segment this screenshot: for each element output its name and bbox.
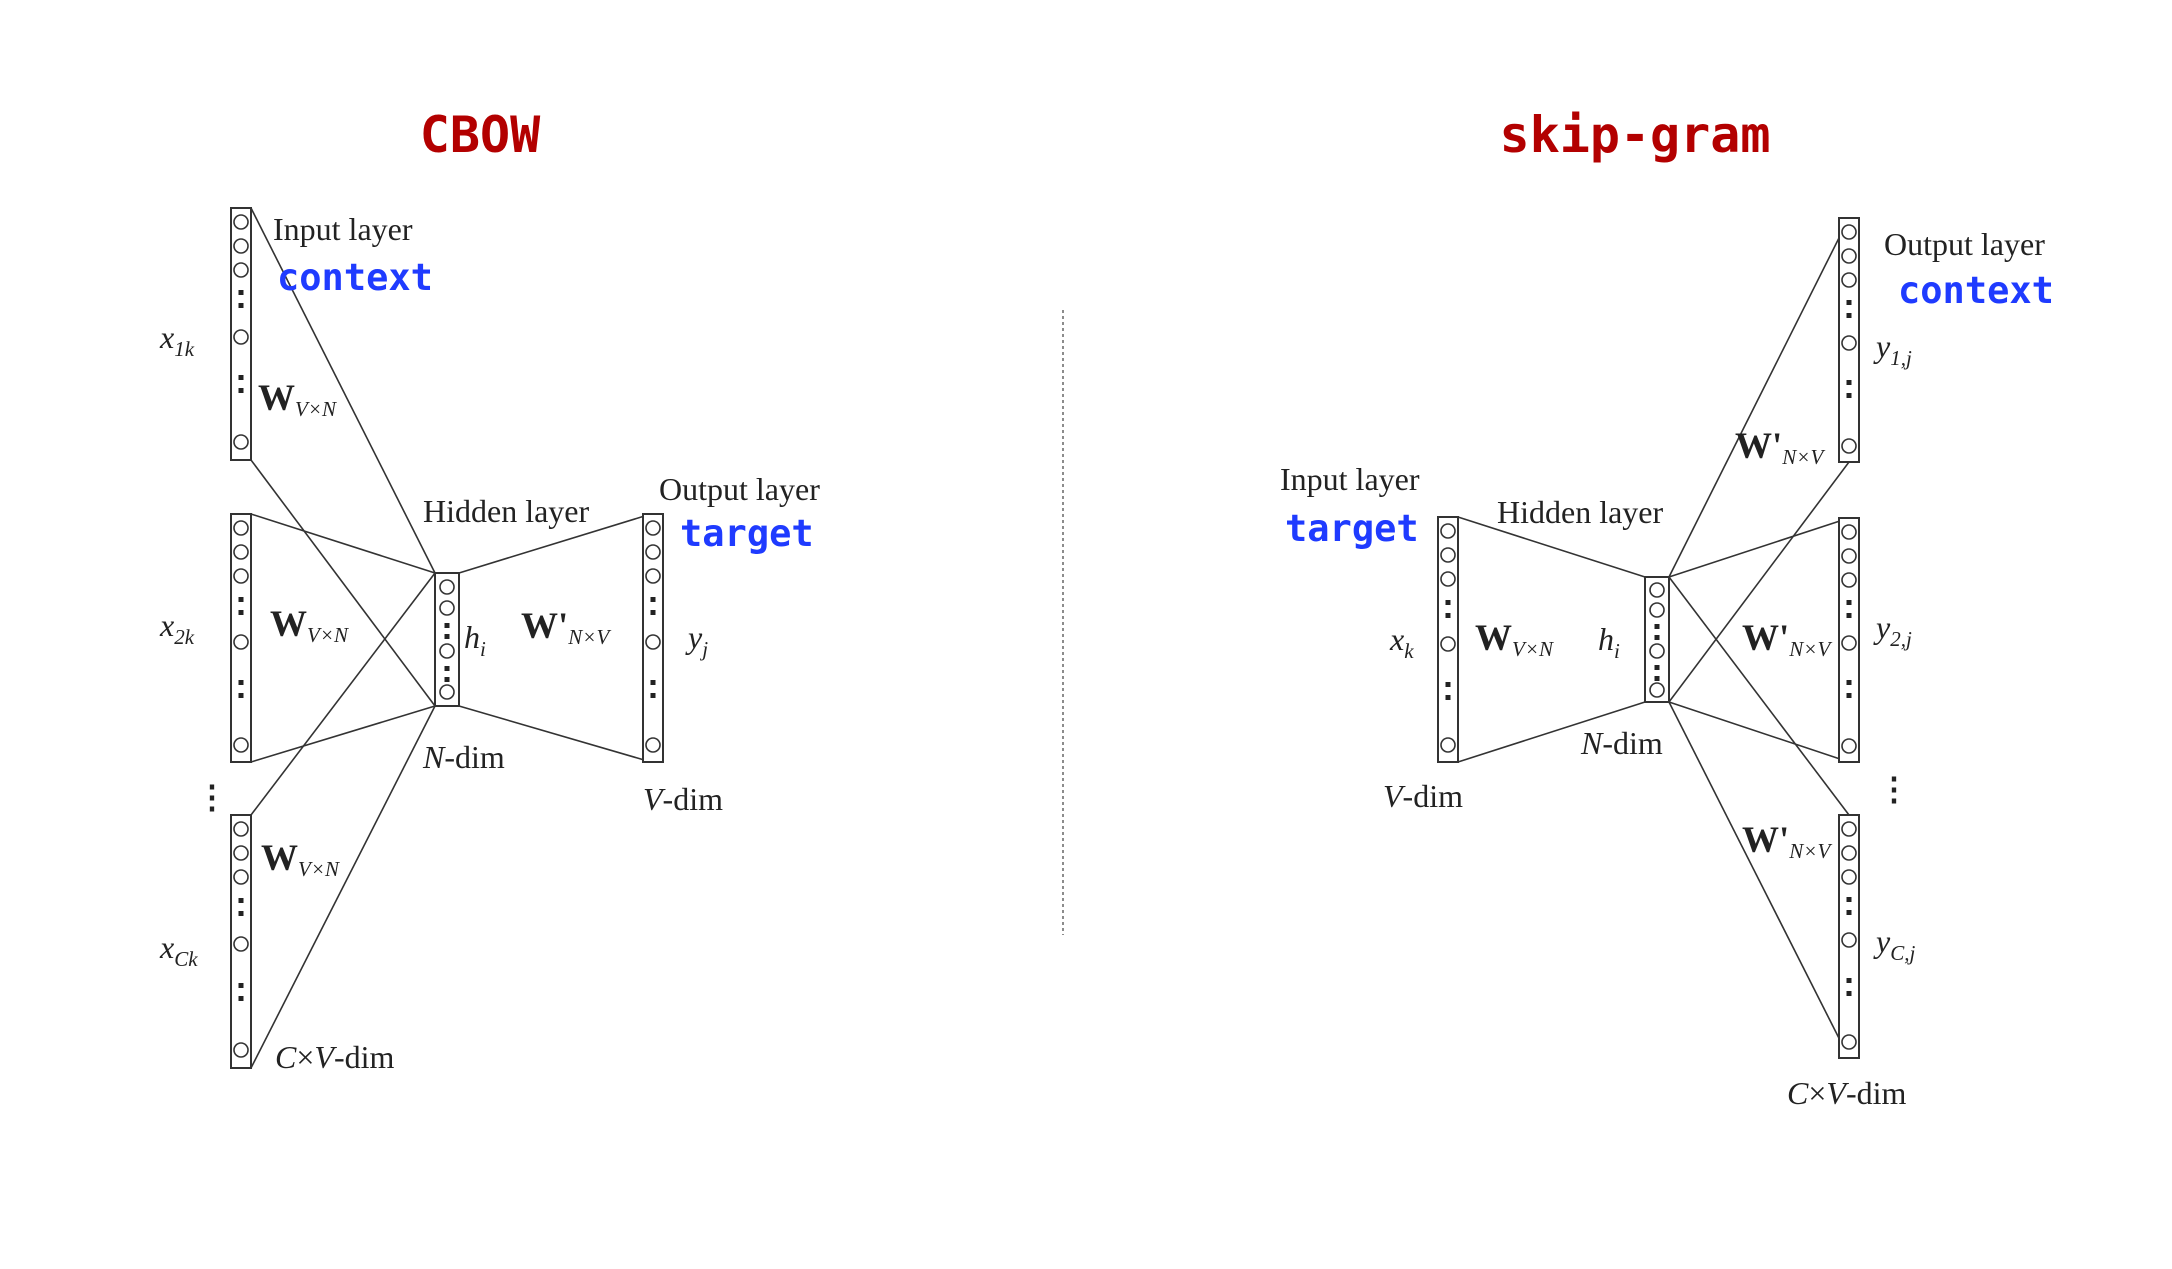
skipgram-h-label: hi xyxy=(1598,621,1620,663)
skipgram-output-vector-2 xyxy=(1838,517,1860,763)
cbow-input-vector-1 xyxy=(230,207,252,461)
skipgram-hidden-layer-label: Hidden layer xyxy=(1497,494,1664,530)
skipgram-output-vector-c xyxy=(1838,814,1860,1059)
skipgram-input-vector xyxy=(1437,516,1459,763)
skipgram-panel: skip-gram xyxy=(1280,106,2054,1111)
cbow-hidden-vector xyxy=(434,572,460,707)
skipgram-input-layer-label: Input layer xyxy=(1280,461,1420,497)
cbow-xc-label: xCk xyxy=(159,929,198,971)
cbow-x2-label: x2k xyxy=(159,607,195,649)
skipgram-ndim-label: N-dim xyxy=(1580,725,1663,761)
cbow-w-label-1: WV×N xyxy=(258,378,337,421)
skipgram-vdim-label: V-dim xyxy=(1383,778,1463,814)
skipgram-input-annotation: target xyxy=(1285,507,1419,550)
cbow-input-vector-2 xyxy=(230,513,252,763)
cbow-y-label: yj xyxy=(685,619,708,661)
skipgram-yc-label: yC,j xyxy=(1873,923,1915,965)
cbow-vdim-label: V-dim xyxy=(643,781,723,817)
skipgram-wprime-label-2: W'N×V xyxy=(1742,618,1832,661)
skipgram-output-layer-label: Output layer xyxy=(1884,226,2045,262)
skipgram-y1-label: y1,j xyxy=(1873,328,1912,370)
cbow-hidden-layer-label: Hidden layer xyxy=(423,493,590,529)
cbow-ndim-label: N-dim xyxy=(422,739,505,775)
cbow-output-vector xyxy=(642,513,664,763)
cbow-panel: CBOW xyxy=(159,106,820,1075)
cbow-input-vector-c xyxy=(230,814,252,1069)
skipgram-wprime-label-3: W'N×V xyxy=(1742,820,1832,863)
cbow-connections xyxy=(250,207,652,1069)
skipgram-cvdim-label: C×V-dim xyxy=(1787,1075,1906,1111)
cbow-w-label-3: WV×N xyxy=(261,838,340,881)
skipgram-connections xyxy=(1457,217,1850,1059)
skipgram-w-label: WV×N xyxy=(1475,618,1554,661)
cbow-x1-label: x1k xyxy=(159,319,195,361)
skipgram-title: skip-gram xyxy=(1500,106,1771,164)
cbow-output-annotation: target xyxy=(680,512,814,555)
cbow-h-label: hi xyxy=(464,619,486,661)
cbow-title: CBOW xyxy=(420,106,541,164)
skipgram-y2-label: y2,j xyxy=(1873,609,1912,651)
cbow-output-layer-label: Output layer xyxy=(659,471,820,507)
cbow-input-annotation: context xyxy=(277,256,433,299)
cbow-wprime-label: W'N×V xyxy=(521,606,611,649)
skipgram-output-vector-1 xyxy=(1838,217,1860,463)
cbow-input-layer-label: Input layer xyxy=(273,211,413,247)
cbow-cvdim-label: C×V-dim xyxy=(275,1039,394,1075)
cbow-ellipsis: ⋮ xyxy=(196,779,228,815)
skipgram-x-label: xk xyxy=(1389,621,1414,663)
skipgram-ellipsis: ⋮ xyxy=(1878,771,1910,807)
cbow-w-label-2: WV×N xyxy=(270,604,349,647)
skipgram-wprime-label-1: W'N×V xyxy=(1735,426,1825,469)
skipgram-output-annotation: context xyxy=(1898,269,2054,312)
skipgram-hidden-vector xyxy=(1644,576,1670,703)
